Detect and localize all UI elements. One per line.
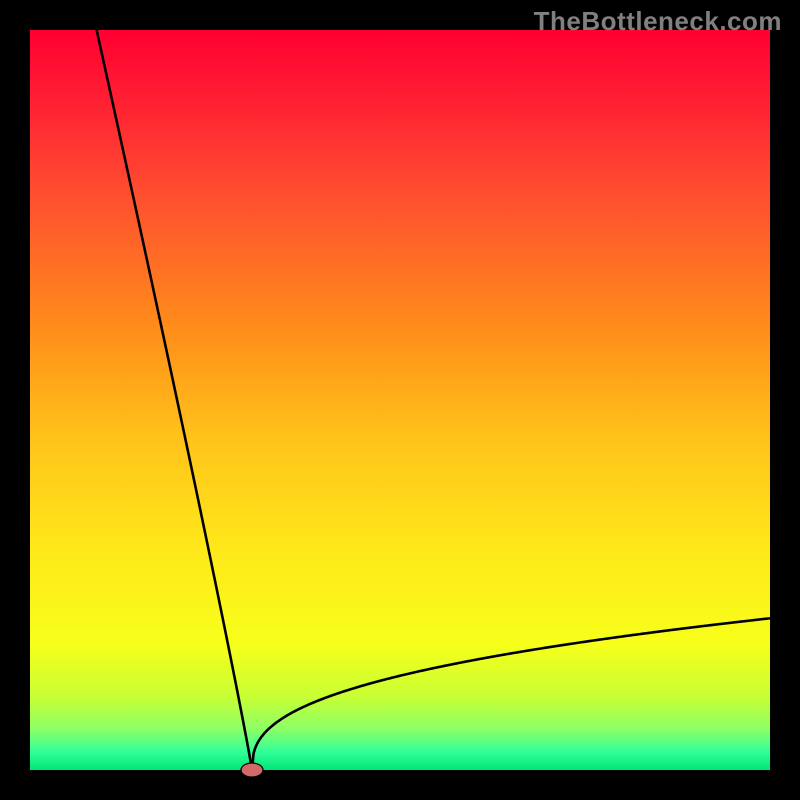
chart-root: TheBottleneck.com: [0, 0, 800, 800]
plot-area: [30, 30, 770, 770]
minimum-marker: [241, 763, 263, 777]
chart-svg: [0, 0, 800, 800]
watermark-text: TheBottleneck.com: [534, 6, 782, 37]
